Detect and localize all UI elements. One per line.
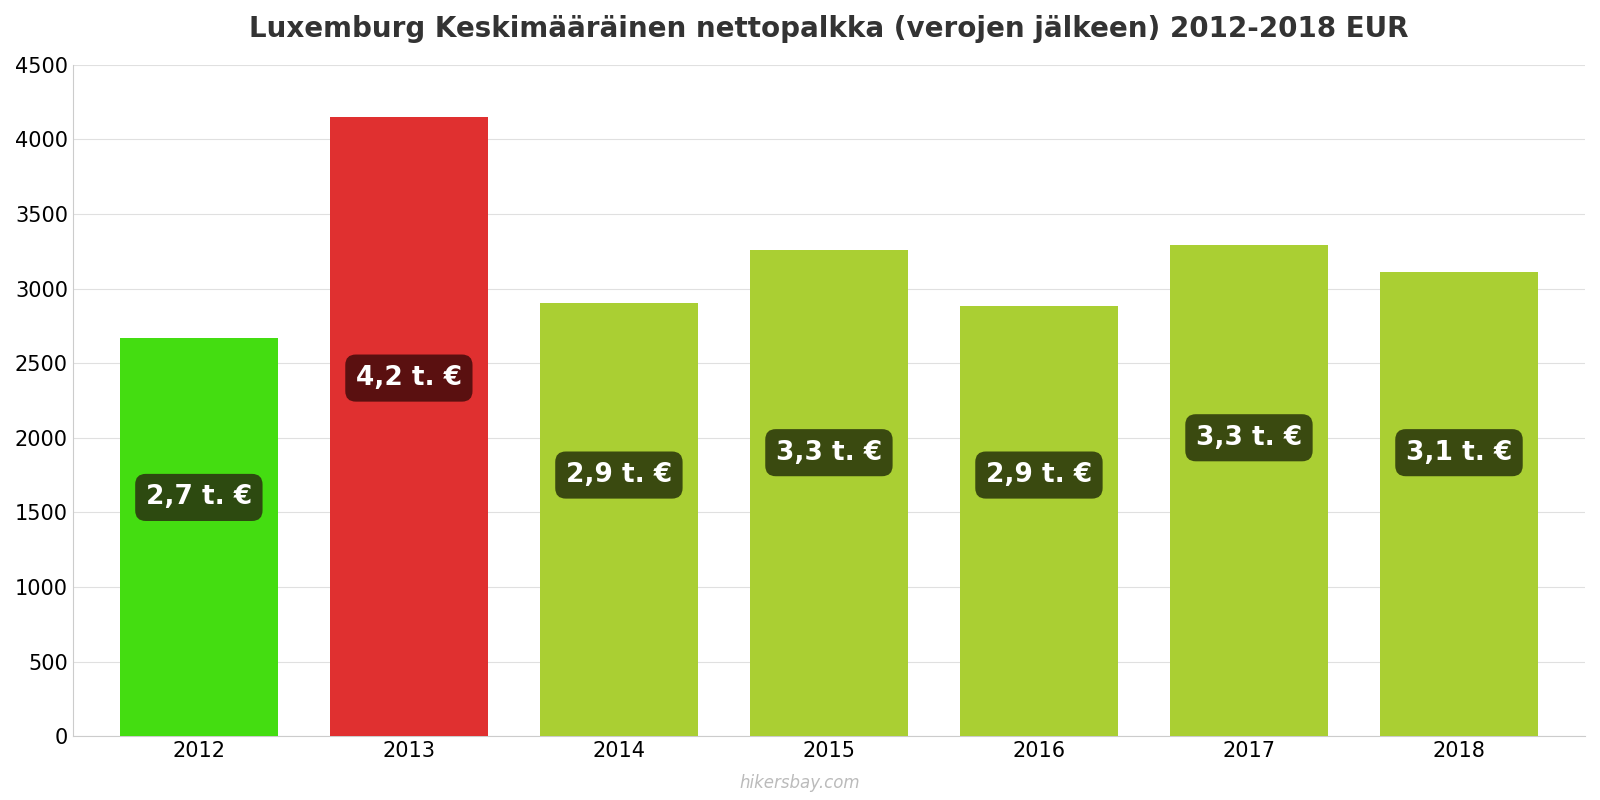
- Bar: [330, 117, 488, 736]
- Bar: [541, 303, 698, 736]
- Bar: [960, 306, 1118, 736]
- Bar: [1381, 272, 1538, 736]
- Text: 4,2 t. €: 4,2 t. €: [355, 365, 462, 391]
- Text: 2,9 t. €: 2,9 t. €: [566, 462, 672, 488]
- Bar: [1170, 246, 1328, 736]
- Bar: [120, 338, 278, 736]
- Title: Luxemburg Keskimääräinen nettopalkka (verojen jälkeen) 2012-2018 EUR: Luxemburg Keskimääräinen nettopalkka (ve…: [250, 15, 1408, 43]
- Text: 3,1 t. €: 3,1 t. €: [1406, 440, 1512, 466]
- Text: hikersbay.com: hikersbay.com: [739, 774, 861, 792]
- Bar: [750, 250, 907, 736]
- Text: 2,9 t. €: 2,9 t. €: [986, 462, 1093, 488]
- Text: 3,3 t. €: 3,3 t. €: [1195, 425, 1302, 450]
- Text: 3,3 t. €: 3,3 t. €: [776, 440, 882, 466]
- Text: 2,7 t. €: 2,7 t. €: [146, 485, 251, 510]
